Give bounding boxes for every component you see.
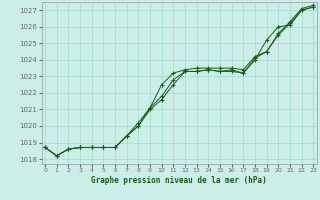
X-axis label: Graphe pression niveau de la mer (hPa): Graphe pression niveau de la mer (hPa): [91, 176, 267, 185]
